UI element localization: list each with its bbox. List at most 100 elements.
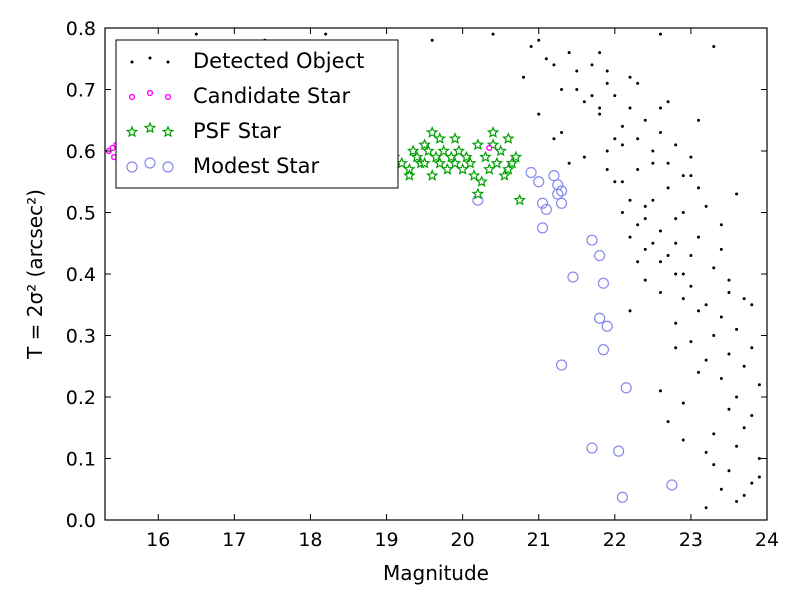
- data-point: [689, 284, 693, 288]
- data-point: [540, 203, 552, 216]
- data-point: [605, 69, 609, 73]
- data-point: [643, 217, 647, 221]
- data-point: [666, 420, 670, 424]
- data-point: [418, 156, 431, 169]
- legend-marker: [126, 161, 138, 173]
- y-axis-label: T = 2σ² (arcsec²): [23, 189, 47, 360]
- y-tick-label: 0.7: [66, 80, 96, 102]
- data-point: [613, 445, 625, 457]
- data-point: [674, 346, 678, 350]
- data-point: [727, 469, 731, 473]
- data-point: [742, 493, 746, 497]
- data-point: [620, 382, 632, 394]
- data-point: [712, 432, 716, 436]
- data-point: [613, 180, 617, 184]
- data-point: [689, 340, 693, 344]
- data-point: [418, 138, 431, 151]
- data-point: [636, 223, 640, 227]
- data-point: [651, 161, 655, 165]
- legend-marker: [148, 56, 152, 60]
- data-point: [525, 166, 537, 179]
- data-point: [555, 359, 568, 371]
- data-point: [704, 204, 708, 208]
- data-point: [552, 179, 564, 191]
- legend-label: Detected Object: [193, 49, 364, 73]
- data-point: [452, 144, 466, 157]
- data-point: [697, 118, 701, 122]
- data-point: [666, 100, 670, 104]
- x-tick-label: 17: [222, 529, 246, 551]
- x-tick-label: 19: [374, 529, 398, 551]
- data-point: [628, 309, 632, 313]
- data-point: [479, 150, 492, 163]
- data-point: [719, 487, 723, 491]
- data-point: [757, 457, 761, 460]
- data-point: [643, 118, 647, 122]
- legend-marker: [161, 125, 175, 138]
- x-tick-label: 20: [451, 529, 475, 551]
- data-point: [433, 156, 447, 169]
- x-tick-label: 24: [755, 529, 779, 551]
- legend-marker: [162, 161, 174, 173]
- data-point: [658, 229, 662, 233]
- data-point: [750, 303, 754, 307]
- data-point: [598, 106, 602, 110]
- data-point: [658, 389, 662, 393]
- data-point: [441, 162, 454, 175]
- data-point: [605, 149, 609, 153]
- data-point: [742, 297, 746, 301]
- data-point: [601, 320, 613, 332]
- data-point: [727, 407, 731, 411]
- data-point: [689, 254, 693, 258]
- data-point: [628, 106, 632, 110]
- data-point: [658, 260, 662, 264]
- data-point: [727, 352, 731, 356]
- data-point: [689, 155, 693, 159]
- data-point: [406, 144, 420, 157]
- data-point: [620, 180, 624, 184]
- data-point: [593, 312, 606, 324]
- y-tick-label: 0.1: [66, 449, 96, 471]
- data-point: [445, 150, 458, 163]
- data-point: [719, 315, 723, 319]
- data-point: [674, 241, 678, 245]
- data-point: [509, 150, 523, 163]
- data-point: [697, 309, 701, 313]
- data-point: [502, 162, 515, 175]
- data-point: [719, 247, 723, 251]
- plot-frame: [104, 27, 768, 521]
- data-point: [533, 176, 545, 188]
- data-point: [620, 211, 624, 214]
- data-point: [681, 438, 685, 442]
- data-point: [586, 234, 598, 246]
- data-point: [605, 81, 609, 85]
- legend-label: Modest Star: [193, 154, 319, 178]
- data-point: [613, 137, 617, 141]
- axis-ticks: 16 17 18 19 20 21 22 23 24 0.0 0.1 0.2 0.3 0.4 0.5 0.6 0…: [66, 18, 779, 551]
- data-point: [658, 290, 662, 294]
- data-point: [429, 150, 443, 163]
- data-point: [194, 32, 198, 36]
- data-point: [712, 334, 716, 337]
- data-point: [704, 506, 708, 510]
- data-point: [735, 395, 739, 399]
- data-point: [643, 278, 647, 282]
- x-tick-label: 22: [603, 529, 627, 551]
- data-point: [658, 131, 662, 135]
- data-point: [704, 358, 708, 362]
- data-point: [735, 327, 739, 331]
- data-point: [636, 81, 640, 85]
- data-point: [582, 100, 586, 104]
- data-point: [704, 450, 708, 454]
- data-point: [613, 94, 617, 98]
- data-point: [628, 198, 632, 202]
- data-point: [586, 442, 598, 454]
- data-point: [486, 144, 493, 152]
- x-tick-label: 21: [527, 529, 551, 551]
- data-point: [681, 174, 685, 178]
- data-point: [704, 303, 708, 307]
- data-point: [651, 149, 655, 153]
- data-point: [109, 144, 116, 152]
- data-point: [548, 170, 560, 182]
